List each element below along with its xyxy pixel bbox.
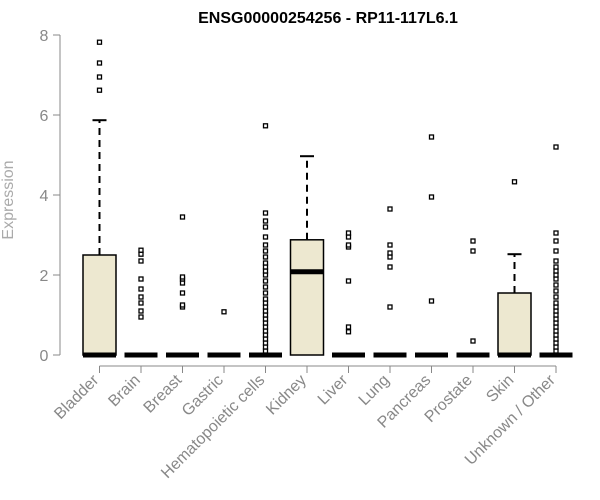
box-rect xyxy=(289,239,325,356)
y-tick-label: 2 xyxy=(40,268,49,285)
box-breast xyxy=(166,214,199,358)
outlier-point xyxy=(262,248,269,254)
outlier-point xyxy=(96,60,103,66)
outlier-point xyxy=(553,144,559,150)
outlier-point xyxy=(262,224,269,230)
boxes-group xyxy=(82,39,573,358)
outlier-point xyxy=(262,218,269,224)
outlier-point xyxy=(553,258,559,264)
outlier-point xyxy=(262,260,269,266)
outlier-point xyxy=(262,284,269,290)
outlier-point xyxy=(96,39,103,45)
y-tick-label: 4 xyxy=(40,188,49,205)
outlier-point xyxy=(345,329,352,335)
y-axis-label: Expression xyxy=(0,160,17,239)
outlier-point xyxy=(96,87,103,93)
y-tick-label: 8 xyxy=(40,28,49,45)
outlier-point xyxy=(345,278,352,284)
outlier-point xyxy=(221,309,227,315)
outlier-point xyxy=(262,290,269,296)
outlier-point xyxy=(428,298,435,304)
x-tick-label: Lung xyxy=(356,372,393,409)
outlier-point xyxy=(387,304,393,310)
outlier-point xyxy=(138,286,144,292)
outlier-point xyxy=(96,74,103,80)
outlier-point xyxy=(262,242,269,248)
outlier-point xyxy=(138,314,144,320)
outlier-point xyxy=(553,300,559,306)
box-brain xyxy=(124,247,158,358)
outlier-point xyxy=(138,300,144,306)
outlier-point xyxy=(179,274,186,280)
outlier-point xyxy=(179,290,186,296)
outlier-point xyxy=(428,194,435,200)
outlier-point xyxy=(345,242,352,248)
outlier-point xyxy=(470,238,476,244)
outlier-point xyxy=(345,324,352,330)
x-tick-label: Brain xyxy=(105,372,143,410)
box-skin xyxy=(497,179,532,358)
outlier-point xyxy=(553,282,559,288)
box-rect xyxy=(497,292,532,356)
y-tick-label: 6 xyxy=(40,108,49,125)
box-unknown-other xyxy=(539,144,573,358)
outlier-point xyxy=(387,250,393,256)
chart-title: ENSG00000254256 - RP11-117L6.1 xyxy=(198,10,458,27)
y-axis: 0 2 4 6 8 xyxy=(40,28,61,365)
box-liver xyxy=(332,230,365,358)
box-hematopoietic-cells xyxy=(249,123,282,358)
box-bladder xyxy=(82,39,117,358)
outlier-point xyxy=(138,247,144,253)
x-tick-label: Bladder xyxy=(51,371,102,422)
outlier-point xyxy=(470,248,476,254)
outlier-point xyxy=(553,288,559,294)
outlier-point xyxy=(262,278,269,284)
outlier-point xyxy=(470,338,476,344)
outlier-point xyxy=(428,134,435,140)
x-tick-label: Kidney xyxy=(263,372,310,419)
outlier-point xyxy=(387,242,393,248)
outlier-point xyxy=(553,238,559,244)
box-pancreas xyxy=(415,134,448,358)
box-lung xyxy=(373,206,407,358)
x-tick-label: Liver xyxy=(315,371,352,408)
outlier-point xyxy=(262,254,269,260)
outlier-point xyxy=(553,230,559,236)
outlier-point xyxy=(179,302,186,308)
box-rect xyxy=(82,254,117,356)
outlier-point xyxy=(262,210,269,216)
outlier-point xyxy=(262,123,269,129)
outlier-point xyxy=(553,294,559,300)
outlier-point xyxy=(387,206,393,212)
outlier-point xyxy=(138,308,144,314)
x-tick-label: Skin xyxy=(483,372,517,406)
outlier-point xyxy=(345,230,352,236)
box-gastric xyxy=(207,309,241,358)
outlier-point xyxy=(553,248,559,254)
y-tick-label: 0 xyxy=(40,348,49,365)
outlier-point xyxy=(553,264,559,270)
outlier-point xyxy=(138,276,144,282)
outlier-point xyxy=(387,264,393,270)
outlier-point xyxy=(262,234,269,240)
box-prostate xyxy=(456,238,490,358)
outlier-point xyxy=(179,214,186,220)
box-kidney xyxy=(289,155,325,356)
x-tick-label: Breast xyxy=(141,371,186,416)
outlier-point xyxy=(138,258,144,264)
outlier-point xyxy=(511,179,518,185)
outlier-point xyxy=(262,296,269,302)
outlier-point xyxy=(138,294,144,300)
